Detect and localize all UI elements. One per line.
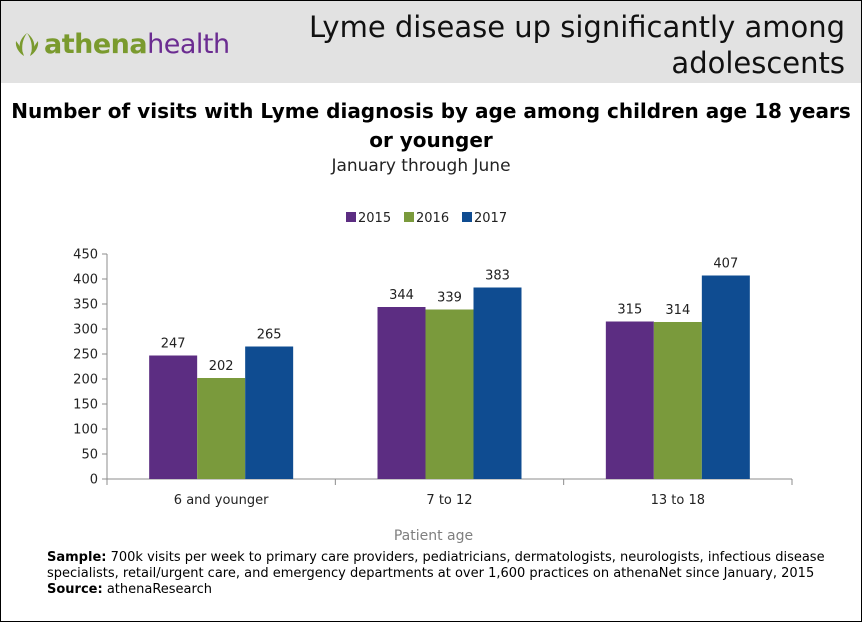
chart-title: Number of visits with Lyme diagnosis by …	[11, 99, 851, 152]
data-label: 202	[209, 359, 234, 374]
y-tick-label: 400	[73, 273, 98, 288]
bar-2016-3	[653, 322, 702, 479]
y-tick-label: 250	[73, 348, 98, 363]
sample-label: Sample:	[47, 550, 107, 565]
slide-header: athenahealth Lyme disease up significant…	[1, 1, 861, 83]
chart-subtitle: January through June	[331, 156, 511, 176]
logo-text: athenahealth	[44, 29, 230, 60]
sample-text: 700k visits per week to primary care pro…	[47, 550, 825, 581]
source-label: Source:	[47, 582, 103, 597]
data-label: 407	[713, 257, 738, 272]
y-tick-label: 300	[73, 323, 98, 338]
y-tick-label: 0	[90, 473, 98, 488]
bar-2015-1	[149, 355, 198, 479]
bar-2017-2	[473, 287, 522, 479]
logo-text-health: health	[147, 28, 230, 60]
source-note: Source: athenaResearch	[47, 582, 847, 598]
y-tick-label: 150	[73, 398, 98, 413]
x-axis-label: Patient age	[394, 528, 473, 544]
legend-swatch-2015	[346, 212, 356, 222]
y-tick-label: 50	[81, 448, 98, 463]
y-tick-label: 100	[73, 423, 98, 438]
chart-notes: Sample: 700k visits per week to primary …	[47, 550, 847, 598]
data-label: 383	[485, 269, 510, 284]
slide-headline: Lyme disease up significantly among adol…	[308, 10, 845, 80]
legend-label-2015: 2015	[358, 211, 391, 226]
data-label: 314	[665, 303, 690, 318]
data-label: 265	[257, 328, 282, 343]
bar-chart: 2015 2016 2017 0 50 100 150 200 250 300 350 400 450 2…	[73, 211, 793, 544]
y-tick-label: 450	[73, 248, 98, 263]
legend-swatch-2017	[462, 212, 472, 222]
bar-2016-1	[197, 378, 246, 479]
bar-2017-1	[245, 346, 294, 479]
athenahealth-logo: athenahealth	[13, 27, 230, 61]
source-text: athenaResearch	[102, 582, 212, 597]
data-label: 315	[617, 303, 642, 318]
logo-text-athena: athena	[44, 28, 148, 60]
legend-swatch-2016	[404, 212, 414, 222]
x-tick-label: 6 and younger	[174, 493, 269, 508]
data-label: 339	[437, 291, 462, 306]
x-tick-label: 13 to 18	[651, 493, 705, 508]
y-tick-label: 350	[73, 298, 98, 313]
x-tick-label: 7 to 12	[426, 493, 472, 508]
y-tick-label: 200	[73, 373, 98, 388]
data-label: 247	[161, 337, 186, 352]
bar-2016-2	[425, 309, 474, 479]
sample-note: Sample: 700k visits per week to primary …	[47, 550, 847, 582]
bar-2015-2	[377, 307, 426, 479]
bar-2017-3	[701, 275, 750, 479]
bar-2015-3	[605, 321, 654, 479]
data-label: 344	[389, 288, 414, 303]
leaf-icon	[15, 33, 39, 56]
legend-label-2016: 2016	[416, 211, 449, 226]
legend-label-2017: 2017	[474, 211, 507, 226]
